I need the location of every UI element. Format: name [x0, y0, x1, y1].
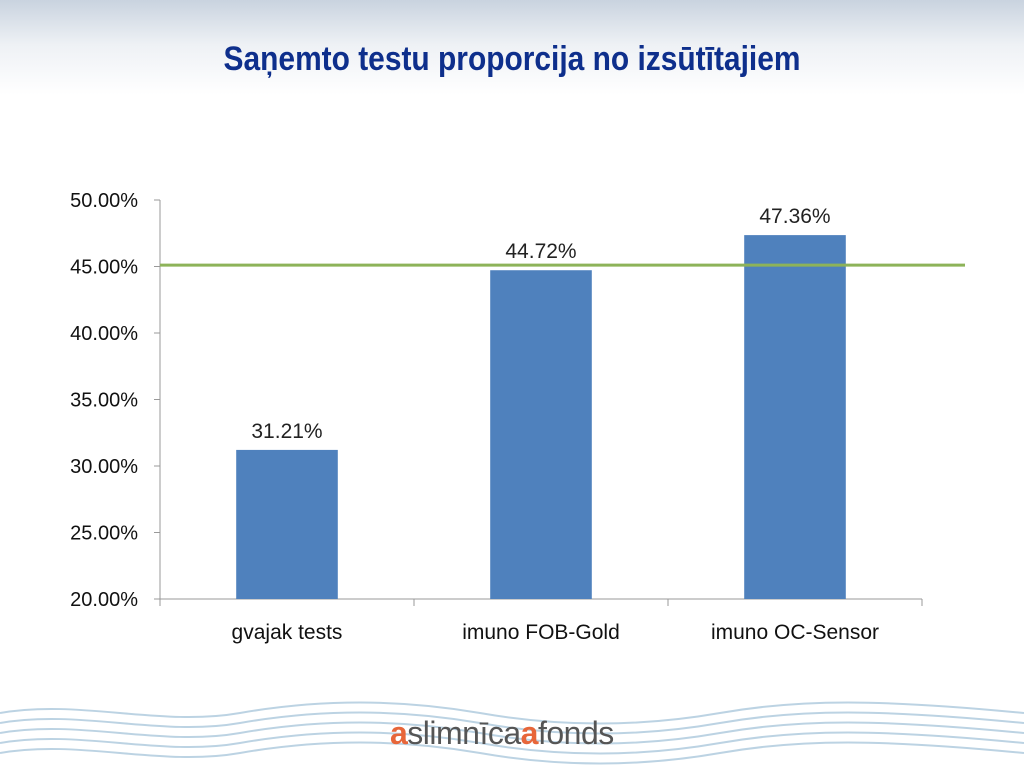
y-tick-label: 50.00%: [70, 190, 138, 212]
logo-text-2: fonds: [537, 715, 614, 751]
y-tick-label: 20.00%: [70, 589, 138, 611]
bar: [490, 270, 592, 599]
category-label: imuno FOB-Gold: [462, 621, 620, 644]
bar: [236, 449, 338, 599]
footer-waves: [0, 701, 1024, 765]
y-tick-label: 25.00%: [70, 523, 138, 545]
category-label: imuno OC-Sensor: [711, 621, 879, 644]
data-label: 44.72%: [505, 240, 576, 263]
y-tick-label: 35.00%: [70, 390, 138, 412]
y-tick-label: 45.00%: [70, 257, 138, 279]
slide-title: Saņemto testu proporcija no izsūtītajiem: [223, 40, 801, 78]
y-tick-label: 40.00%: [70, 323, 138, 345]
category-label: gvajak tests: [232, 621, 343, 644]
y-tick-label: 30.00%: [70, 456, 138, 478]
logo-text-1: slimnīca: [407, 715, 521, 751]
data-label: 47.36%: [759, 205, 830, 228]
logo-mark-2: a: [520, 715, 539, 751]
footer-logo: aslimnīcaafonds: [390, 715, 614, 755]
bar-chart: 20.00% 25.00% 30.00% 35.00% 40.00% 45.00% 50.0…: [70, 190, 965, 644]
data-label: 31.21%: [251, 420, 322, 443]
bar: [744, 235, 846, 599]
logo-mark-1: a: [390, 715, 408, 751]
